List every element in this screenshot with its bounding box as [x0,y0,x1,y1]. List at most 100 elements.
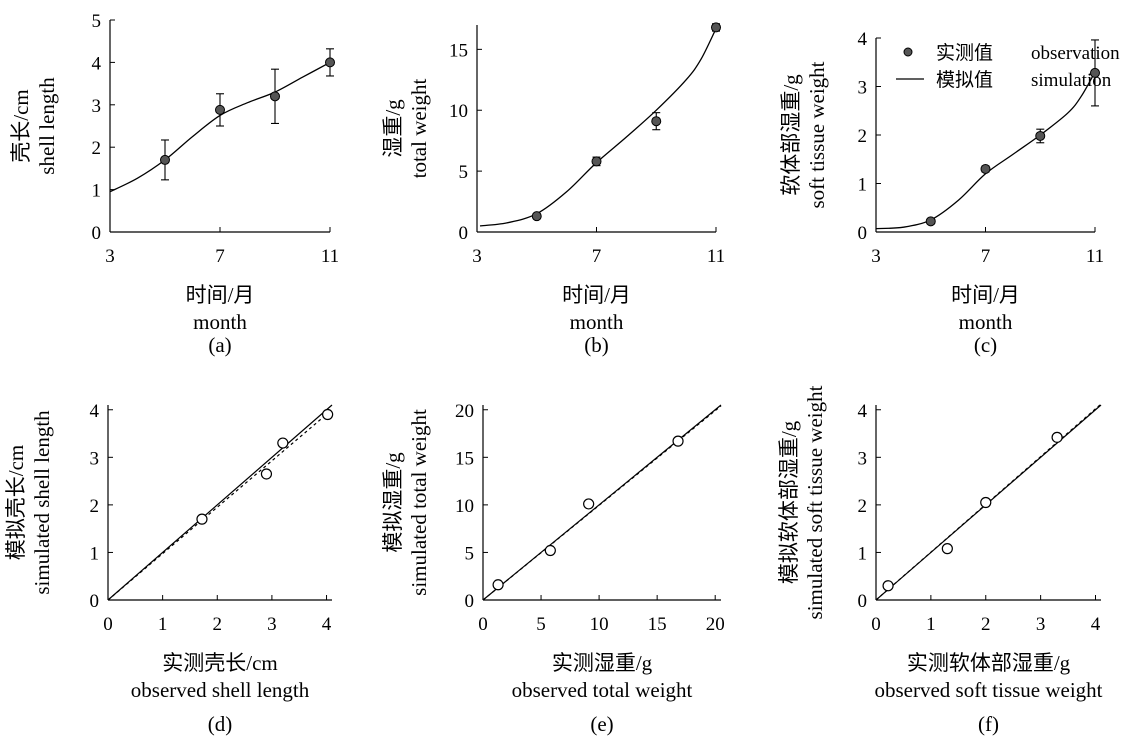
scatter-point [1051,431,1063,443]
x-tick-label: 7 [592,246,602,267]
y-tick-label: 4 [92,53,102,74]
y-tick-label: 0 [858,591,868,612]
x-tick-label: 7 [215,246,225,267]
x-tick-label: 0 [478,614,488,635]
x-tick-label: 5 [536,614,546,635]
x-tick-label: 10 [590,614,609,635]
y-axis-title-cn: 壳长/cm [9,89,33,163]
x-tick-label: 3 [1036,614,1046,635]
observation-point [980,163,991,174]
x-tick-label: 0 [871,614,881,635]
y-axis-title-cn: 模拟壳长/cm [4,445,28,561]
simulation-curve [875,71,1096,230]
x-axis-title-cn: 时间/月 [562,283,631,307]
scatter-point [492,579,504,591]
x-tick-label: 0 [103,614,113,635]
panel-caption: (b) [584,333,609,357]
scatter-point [277,437,289,449]
scatter-point [544,544,556,557]
x-tick-label: 3 [105,246,115,267]
x-tick-label: 3 [472,246,482,267]
y-tick-label: 2 [92,138,102,159]
observation-point [1035,130,1046,141]
y-tick-label: 0 [92,223,102,244]
y-axis-title-cn: 软体部湿重/g [779,74,803,196]
panel-caption: (d) [208,712,233,736]
scatter-point [882,580,894,592]
x-tick-label: 3 [871,246,881,267]
y-axis-title-en: simulated total weight [407,409,431,596]
x-axis-title-cn: 实测湿重/g [552,651,653,675]
y-axis-title-en: simulated soft tissue weight [803,385,827,619]
y-tick-label: 4 [858,29,868,50]
y-tick-label: 5 [92,11,102,32]
regression-line [875,403,1102,601]
identity-line [482,404,722,601]
x-tick-label: 15 [648,614,667,635]
simulation-curve [479,28,717,227]
y-axis-title-en: shell length [35,77,59,175]
observation-point [325,57,335,68]
scatter-point [672,435,684,447]
y-axis-title-cn: 湿重/g [381,99,405,158]
y-axis-title-cn: 模拟湿重/g [381,452,405,553]
y-tick-label: 2 [858,496,868,517]
y-tick-label: 0 [465,591,475,612]
observation-point [215,104,225,115]
panel-caption: (a) [208,333,231,357]
panel-b: 0 5 10 15 3 7 11 时间/月 month(b) 湿重/g total weight [381,22,725,357]
y-tick-label: 4 [858,401,868,422]
y-tick-label: 20 [455,401,474,422]
y-tick-label: 3 [858,448,868,469]
simulation-curve [109,61,331,193]
legend-label-cn: 实测值 [936,42,993,64]
y-axis-title-en: soft tissue weight [805,61,829,208]
observation-point [651,116,662,127]
x-axis-title-en: observed soft tissue weight [874,678,1102,702]
y-tick-label: 3 [90,448,100,469]
panel-d: 0 1 2 3 4 0 1 2 3 4 实测壳长/cm observed shell length (d… [4,401,334,736]
scatter-point [260,468,273,480]
x-axis-title-cn: 实测壳长/cm [162,651,278,675]
x-tick-label: 7 [981,246,991,267]
scatter-point [322,408,334,421]
x-tick-label: 11 [707,246,725,267]
panel-caption: (c) [974,333,997,357]
panel-caption: (f) [978,712,999,736]
legend-label-cn: 模拟值 [936,69,993,91]
y-tick-label: 15 [455,448,474,469]
x-tick-label: 4 [322,614,332,635]
y-tick-label: 10 [455,496,474,517]
scatter-point [196,513,208,525]
y-tick-label: 1 [92,181,102,202]
scatter-point [980,496,992,509]
y-axis-title-en: simulated shell length [30,410,54,595]
y-tick-label: 10 [449,101,468,122]
legend-label-en: simulation [1031,70,1112,91]
panel-f: 0 1 2 3 4 0 1 2 3 4 实测软体部湿重/g observed soft tissue … [777,385,1103,736]
y-tick-label: 3 [92,96,102,117]
y-tick-label: 5 [465,543,475,564]
panel-a: 0 1 2 3 4 5 3 7 11 时间/月 month(a) 壳长/cm shell length [9,11,339,357]
scatter-point [583,498,595,510]
x-tick-label: 20 [706,614,725,635]
x-tick-label: 1 [158,614,168,635]
x-tick-label: 11 [1086,246,1104,267]
x-tick-label: 11 [321,246,339,267]
y-tick-label: 3 [858,78,868,99]
panel-caption: (e) [590,712,613,736]
identity-line [107,404,333,601]
y-tick-label: 2 [858,126,868,147]
x-axis-title-cn: 时间/月 [186,283,255,307]
observation-point [925,216,936,227]
x-axis-title-cn: 时间/月 [951,283,1020,307]
x-tick-label: 3 [267,614,277,635]
legend-label-en: observation [1031,43,1120,64]
scatter-point [941,543,953,555]
x-tick-label: 1 [926,614,936,635]
x-axis-title-en: observed shell length [131,678,310,702]
x-tick-label: 4 [1091,614,1101,635]
panel-e: 0 5 10 15 20 0 5 10 15 20 实测湿重/g observed total wei… [381,401,725,736]
x-axis-title-en: month [959,310,1013,334]
